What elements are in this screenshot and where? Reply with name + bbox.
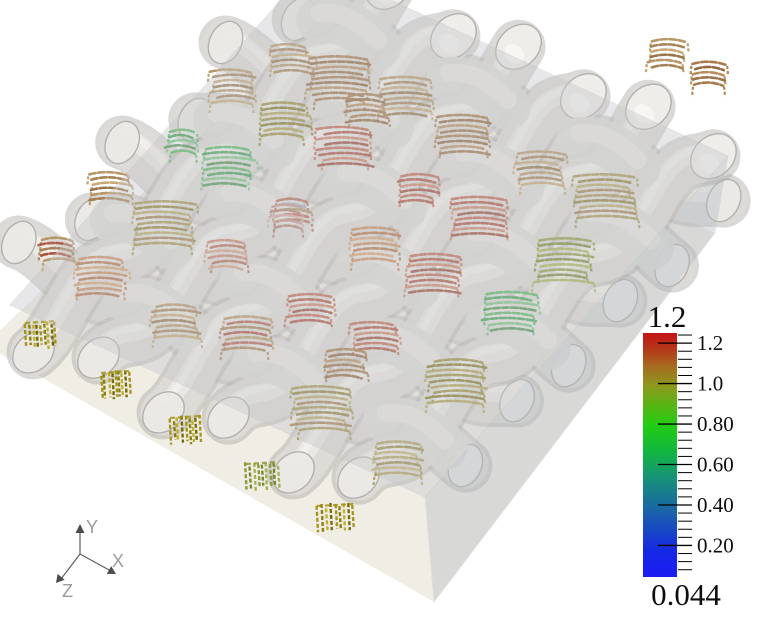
- woven-fabric-scene: [0, 0, 751, 604]
- streamline-cluster: [433, 113, 492, 161]
- streamline-cluster: [86, 170, 135, 208]
- streamline-cluster: [530, 237, 597, 295]
- streamline-cluster: [268, 42, 319, 80]
- streamline-cluster: [289, 385, 355, 443]
- streamline-cluster: [243, 460, 281, 491]
- y-axis-label: Y: [86, 517, 98, 537]
- colorbar-tick-label: 0.60: [697, 453, 734, 477]
- colorbar-legend[interactable]: 1.2 1.2 1.0 0.80 0.60 0.40 0.20 0.044: [643, 299, 734, 612]
- z-axis-line: [60, 553, 81, 580]
- streamline-cluster: [402, 252, 464, 300]
- colorbar-tick-label: 0.40: [697, 493, 734, 517]
- z-axis-arrow-icon: [56, 573, 65, 583]
- colorbar-min-label: 0.044: [651, 577, 721, 612]
- streamline-cluster: [218, 315, 275, 363]
- streamline-cluster: [168, 414, 203, 445]
- x-axis-line: [79, 553, 112, 572]
- streamline-cluster: [199, 145, 260, 193]
- streamline-cluster: [323, 347, 371, 385]
- yarn-tube: [266, 79, 676, 500]
- z-axis-label: Z: [62, 581, 73, 601]
- streamline-cluster: [315, 502, 355, 533]
- streamline-cluster: [689, 60, 730, 97]
- streamline-cluster: [371, 440, 425, 488]
- streamline-cluster: [163, 128, 200, 165]
- streamline-cluster: [266, 203, 305, 240]
- colorbar-tick-label: 1.0: [697, 372, 723, 396]
- streamline-cluster: [570, 173, 641, 231]
- x-axis-arrow-icon: [106, 566, 116, 574]
- streamline-cluster: [448, 195, 509, 243]
- colorbar-ticks: 1.2 1.0 0.80 0.60 0.40 0.20: [658, 331, 734, 571]
- streamline-cluster: [511, 150, 569, 198]
- colorbar-tick-label: 0.80: [697, 412, 734, 436]
- colorbar-tick-label: 0.20: [697, 533, 734, 557]
- streamline-cluster: [37, 236, 79, 273]
- streamline-clusters: [23, 37, 730, 533]
- streamline-cluster: [206, 68, 259, 116]
- streamline-cluster: [396, 172, 441, 210]
- streamline-cluster: [343, 92, 392, 130]
- streamline-cluster: [202, 238, 250, 276]
- streamline-cluster: [283, 292, 337, 330]
- colorbar-max-label: 1.2: [648, 299, 687, 334]
- streamline-cluster: [312, 125, 375, 173]
- streamline-cluster: [423, 358, 488, 416]
- streamline-cluster: [258, 101, 314, 149]
- streamline-cluster: [148, 303, 204, 351]
- streamline-cluster: [130, 200, 200, 258]
- colorbar-gradient: [643, 333, 677, 577]
- colorbar-tick-label: 1.2: [697, 331, 723, 355]
- streamline-cluster: [644, 37, 690, 75]
- streamline-cluster: [480, 290, 542, 338]
- streamline-cluster: [100, 369, 132, 400]
- y-axis-arrow-icon: [75, 524, 85, 533]
- box-right-face: [424, 154, 729, 604]
- box-top-face: [9, 0, 729, 498]
- x-axis-label: X: [112, 551, 124, 571]
- streamline-cluster: [23, 319, 57, 350]
- streamline-cluster: [347, 226, 402, 274]
- orientation-axes-widget: Y X Z: [56, 517, 124, 601]
- streamline-cluster: [72, 255, 132, 303]
